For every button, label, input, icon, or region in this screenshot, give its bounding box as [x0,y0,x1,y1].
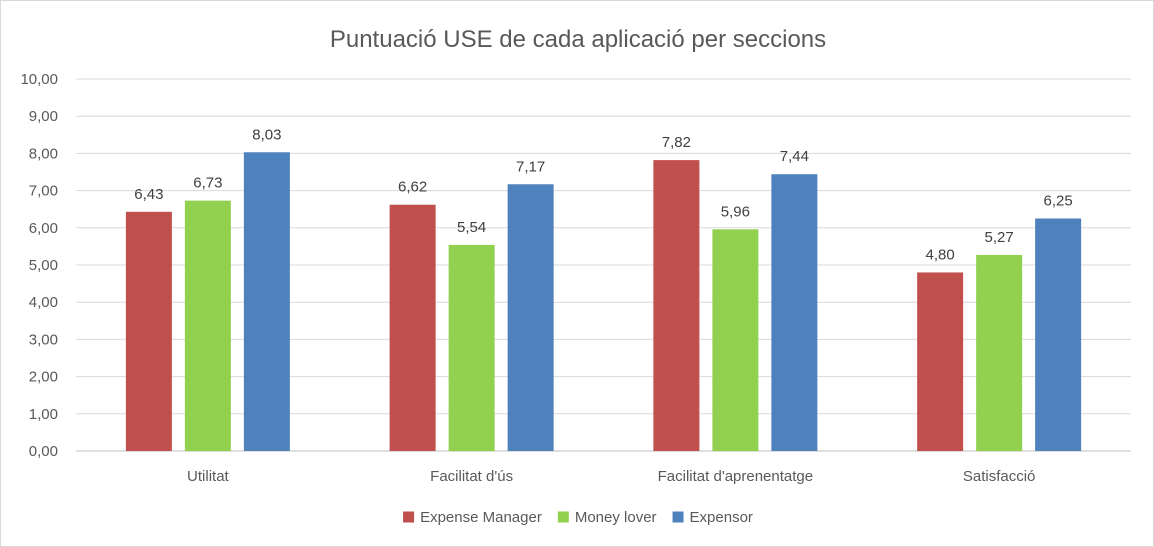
y-tick-label: 10,00 [20,71,58,88]
bar [389,204,436,451]
bar [243,152,290,451]
data-label: 6,73 [193,175,222,192]
data-label: 7,44 [780,148,809,165]
y-tick-label: 2,00 [29,369,58,386]
bar [771,174,818,451]
bar [917,272,964,451]
data-label: 5,27 [985,229,1014,246]
legend-label: Money lover [575,509,657,526]
bar [507,184,554,451]
y-tick-label: 7,00 [29,183,58,200]
y-tick-label: 3,00 [29,331,58,348]
data-label: 7,82 [662,134,691,151]
data-label: 8,03 [252,126,281,143]
y-tick-label: 6,00 [29,220,58,237]
legend-swatch [672,511,684,523]
y-tick-label: 4,00 [29,294,58,311]
chart-title: Puntuació USE de cada aplicació per secc… [330,26,826,53]
category-label: Facilitat d'ús [430,468,513,485]
gridlines [76,78,1131,452]
legend-label: Expense Manager [420,509,542,526]
y-tick-label: 5,00 [29,257,58,274]
legend: Expense Manager Money lover Expensor [403,509,753,526]
category-label: Facilitat d'aprenentatge [658,468,813,485]
x-axis-categories: Utilitat Facilitat d'ús Facilitat d'aprene… [187,468,1035,485]
y-tick-label: 8,00 [29,145,58,162]
bar [976,254,1023,451]
y-tick-label: 9,00 [29,108,58,125]
bar [1035,218,1082,451]
bar [712,229,759,451]
data-labels: 6,43 6,73 8,03 6,62 5,54 7,17 7,82 5,96 7,44 4,80… [134,126,1072,263]
bar [448,244,495,451]
data-label: 6,62 [398,179,427,196]
category-label: Satisfacció [963,468,1036,485]
data-label: 5,96 [721,203,750,220]
data-label: 6,43 [134,186,163,203]
bar [125,211,172,451]
data-label: 4,80 [926,246,955,263]
y-axis-ticks: 0,00 1,00 2,00 3,00 4,00 5,00 6,00 7,00 8,00 9,00… [20,71,58,460]
legend-swatch [557,511,569,523]
y-tick-label: 0,00 [29,443,58,460]
bar [184,200,231,451]
data-label: 7,17 [516,158,545,175]
data-label: 6,25 [1044,193,1073,210]
y-tick-label: 1,00 [29,406,58,423]
legend-swatch [403,511,415,523]
bar [653,160,700,451]
data-label: 5,54 [457,219,486,236]
legend-label: Expensor [690,509,753,526]
bars [125,152,1082,451]
category-label: Utilitat [187,468,230,485]
